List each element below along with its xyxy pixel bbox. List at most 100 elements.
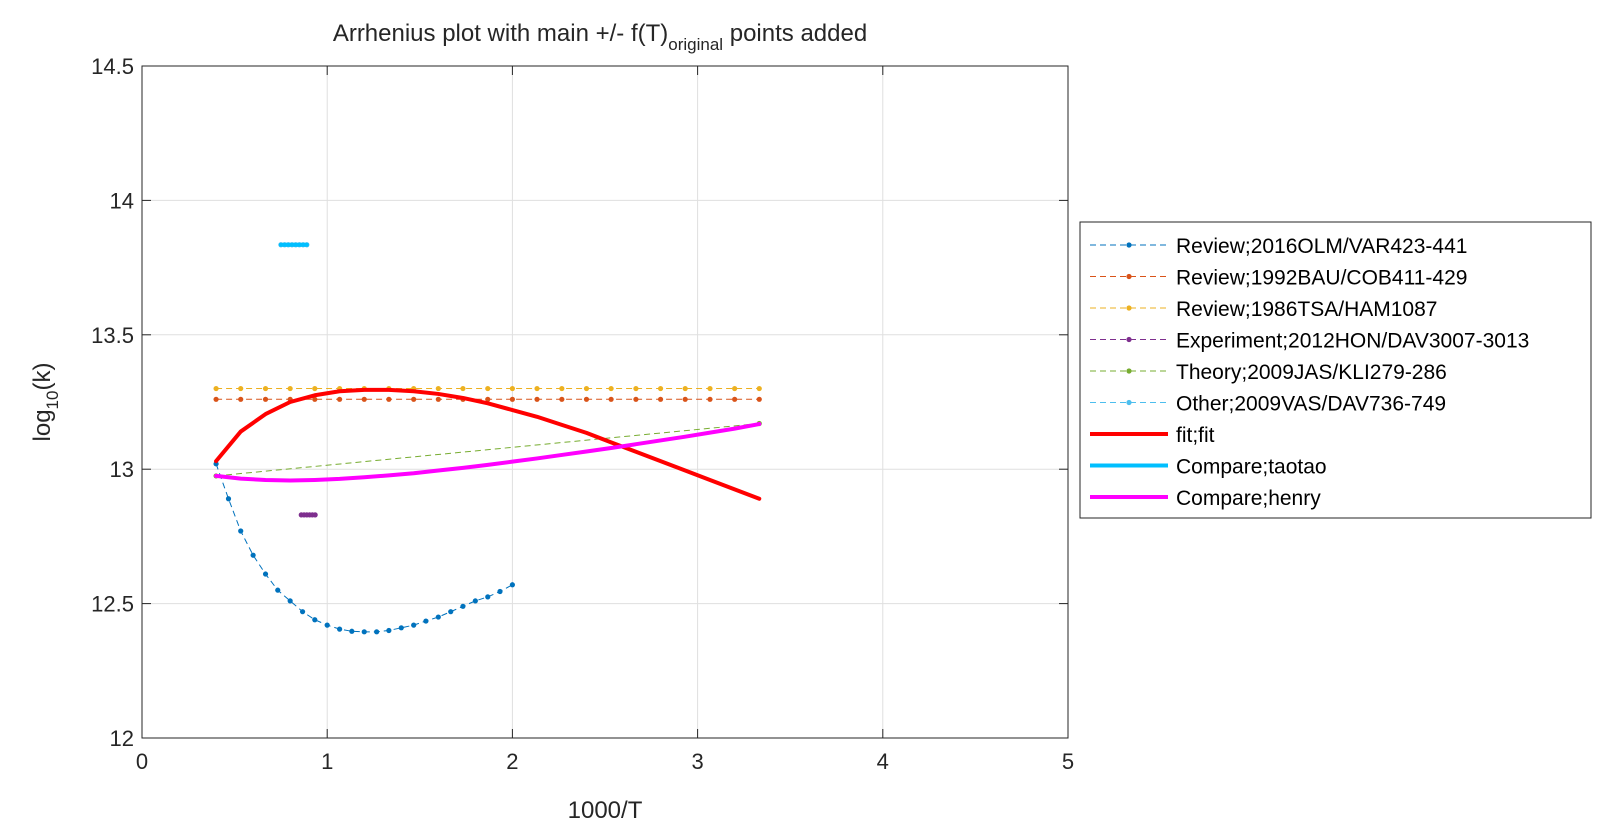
series-point: [337, 396, 343, 402]
chart-title-rest: points added: [723, 20, 867, 47]
legend-label: Theory;2009JAS/KLI279-286: [1176, 361, 1447, 384]
series-point: [485, 396, 491, 402]
y-tick-label: 14: [110, 188, 134, 213]
legend-item: Compare;taotao: [1090, 456, 1327, 479]
series-point: [411, 396, 417, 402]
plot-area: [142, 66, 1068, 738]
series-point: [485, 594, 491, 600]
series-point: [312, 396, 318, 402]
legend-item: Theory;2009JAS/KLI279-286: [1090, 361, 1447, 384]
legend-label: Review;1986TSA/HAM1087: [1176, 298, 1437, 321]
series-point: [361, 396, 367, 402]
legend-item: Compare;henry: [1090, 487, 1321, 510]
legend-label: Compare;henry: [1176, 487, 1321, 510]
series-point: [756, 385, 762, 392]
series-point: [250, 552, 256, 558]
series-point: [707, 385, 713, 392]
y-axis-label-subscript: 10: [43, 391, 62, 410]
series-point: [608, 396, 614, 402]
legend-label: Review;2016OLM/VAR423-441: [1176, 235, 1467, 258]
series-point: [386, 396, 392, 402]
x-tick-label: 2: [506, 749, 518, 774]
series-point: [657, 385, 664, 392]
y-tick-label: 13.5: [91, 323, 134, 348]
series-line: [214, 387, 762, 501]
series-point: [583, 396, 590, 402]
series-point: [509, 385, 515, 392]
y-tick-label: 12: [110, 726, 134, 751]
legend-item: Review;1986TSA/HAM1087: [1090, 298, 1437, 321]
series-point: [559, 396, 565, 402]
legend-swatch-marker: [1126, 305, 1132, 311]
series-point: [337, 626, 343, 632]
series-point: [299, 609, 306, 615]
series-point: [732, 396, 738, 402]
series-point: [361, 629, 367, 635]
series-point: [287, 598, 293, 604]
x-tick-label: 0: [136, 749, 148, 774]
series-line: [214, 422, 762, 483]
series-point: [448, 609, 454, 615]
series-line: [216, 423, 760, 477]
y-axis-label-prefix: log: [29, 409, 56, 441]
series-point: [238, 528, 244, 534]
series-point: [213, 396, 219, 402]
chart-title: Arrhenius plot with main +/- f(T)origina…: [333, 20, 867, 54]
legend-label: Experiment;2012HON/DAV3007-3013: [1176, 330, 1529, 353]
legend-item: Other;2009VAS/DAV736-749: [1090, 393, 1446, 416]
series-9: [214, 422, 762, 483]
x-tick-label: 5: [1062, 749, 1074, 774]
legend-swatch-marker: [1126, 336, 1132, 343]
x-axis-label: 1000/T: [568, 797, 643, 824]
series-point: [435, 385, 441, 392]
grid-lines: [142, 66, 1068, 738]
series-point: [707, 396, 713, 402]
series-layer: [213, 242, 762, 635]
series-4: [298, 512, 318, 518]
series-point: [398, 625, 404, 631]
series-point: [460, 603, 466, 609]
legend-label: Other;2009VAS/DAV736-749: [1176, 393, 1446, 416]
series-point: [509, 582, 515, 588]
series-point: [312, 385, 318, 392]
series-point: [262, 571, 269, 577]
series-point: [275, 587, 281, 593]
series-point: [460, 385, 466, 392]
series-point: [386, 627, 392, 634]
series-point: [225, 496, 232, 502]
series-1: [213, 461, 515, 635]
y-tick-label: 12.5: [91, 592, 134, 617]
series-point: [374, 629, 380, 635]
chart-title-main: Arrhenius plot with main +/- f(T): [333, 20, 668, 47]
series-point: [583, 385, 590, 392]
series-point: [682, 385, 688, 392]
series-point: [608, 385, 614, 392]
series-point: [497, 588, 503, 595]
legend-label: Compare;taotao: [1176, 456, 1327, 479]
legend-item: fit;fit: [1090, 424, 1215, 447]
series-7: [214, 387, 762, 501]
series-point: [411, 622, 417, 628]
x-tick-label: 4: [877, 749, 889, 774]
plot-frame: [141, 65, 1069, 739]
series-point: [534, 396, 540, 402]
legend-swatch-marker: [1126, 368, 1132, 374]
series-point: [732, 385, 738, 392]
legend: Review;2016OLM/VAR423-441 Review;1992BAU/…: [1079, 221, 1592, 519]
series-point: [324, 622, 330, 628]
series-point: [657, 396, 664, 402]
series-point: [213, 385, 219, 392]
legend-label: Review;1992BAU/COB411-429: [1176, 267, 1467, 290]
y-tick-label: 14.5: [91, 54, 134, 79]
series-point: [238, 385, 244, 392]
legend-swatch-marker: [1126, 399, 1132, 406]
series-point: [485, 385, 491, 392]
series-point: [534, 385, 540, 392]
y-tick-label: 13: [110, 457, 134, 482]
series-point: [312, 617, 318, 623]
series-point: [262, 396, 269, 402]
legend-item: Review;2016OLM/VAR423-441: [1090, 235, 1467, 258]
series-point: [435, 396, 441, 402]
series-point: [472, 598, 478, 604]
series-point: [238, 396, 244, 402]
